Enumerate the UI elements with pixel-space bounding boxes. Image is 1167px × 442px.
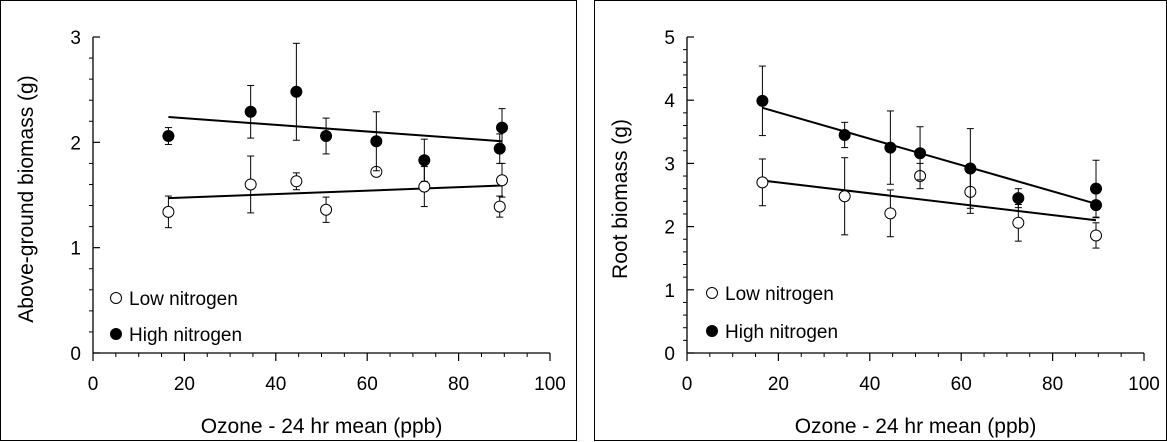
series-low-nitrogen [162,155,509,229]
data-point [1090,182,1103,195]
trend-line [168,184,503,200]
data-point [756,94,769,107]
data-point [244,178,257,191]
x-tick-label: 0 [88,374,99,395]
above-ground-biomass-chart: 0 1 2 3 0 20 40 60 80 100 Ozone - 24 hr mean (ppb)… [15,28,566,438]
x-tick-label: 100 [534,374,566,395]
data-point [162,205,175,218]
y-tick-label: 1 [70,239,81,260]
data-point [290,175,303,188]
series-high-nitrogen [756,65,1103,219]
data-point [320,130,333,143]
data-point [290,85,303,98]
x-axis-title: Ozone - 24 hr mean (ppb) [795,415,1037,438]
data-point [320,203,333,216]
data-point [914,147,927,160]
data-point [493,200,506,213]
data-point [493,142,506,155]
y-tick-label: 0 [664,344,675,365]
series-high-nitrogen [162,42,509,182]
y-tick-label: 1 [664,281,675,302]
data-point [496,174,509,187]
y-tick-label: 4 [664,91,675,112]
x-tick-label: 60 [951,374,972,395]
x-tick-label: 20 [174,374,195,395]
data-point [884,207,897,220]
x-tick-label: 0 [682,374,693,395]
data-point [162,130,175,143]
trend-line [168,116,503,143]
legend-marker-low-nitrogen [110,292,122,304]
legend-marker-low-nitrogen [706,287,718,299]
y-tick-label: 3 [664,154,675,175]
y-axis-title: Root biomass (g) [609,119,632,279]
y-tick-label: 0 [70,344,81,365]
series-low-nitrogen [756,157,1103,249]
legend-label-low-nitrogen: Low nitrogen [129,289,238,310]
y-tick-label: 3 [70,28,81,49]
legend-label-high-nitrogen: High nitrogen [129,325,242,346]
y-tick-label: 5 [664,28,675,49]
trend-line [762,179,1097,222]
chart-panel-root: 0 1 2 3 4 5 0 20 40 60 80 100 Ozone - 24 hr mean (pp… [594,0,1167,441]
data-point [838,128,851,141]
x-tick-label: 20 [768,374,789,395]
data-point [838,190,851,203]
trend-line [762,106,1097,205]
data-point [1012,216,1025,229]
x-tick-label: 100 [1128,374,1160,395]
data-point [1012,192,1025,205]
data-point [244,105,257,118]
x-axis-title: Ozone - 24 hr mean (ppb) [201,415,443,438]
y-tick-label: 2 [664,218,675,239]
root-biomass-chart: 0 1 2 3 4 5 0 20 40 60 80 100 Ozone - 24 hr mean (pp… [609,28,1160,438]
x-tick-label: 60 [357,374,378,395]
data-point [496,121,509,134]
x-tick-label: 80 [448,374,469,395]
data-point [418,180,431,193]
x-tick-label: 40 [859,374,880,395]
data-point [884,141,897,154]
data-point [370,135,383,148]
legend-marker-high-nitrogen [706,325,718,337]
legend-marker-high-nitrogen [110,328,122,340]
data-point [1090,229,1103,242]
x-tick-label: 80 [1042,374,1063,395]
chart-panel-above-ground: 0 1 2 3 0 20 40 60 80 100 Ozone - 24 hr mean (ppb)… [0,0,577,441]
x-tick-label: 40 [265,374,286,395]
y-axis-title: Above-ground biomass (g) [15,75,38,322]
data-point [756,176,769,189]
legend-label-high-nitrogen: High nitrogen [725,322,838,343]
legend-label-low-nitrogen: Low nitrogen [725,284,834,305]
data-point [418,154,431,167]
y-tick-label: 2 [70,133,81,154]
data-point [964,162,977,175]
